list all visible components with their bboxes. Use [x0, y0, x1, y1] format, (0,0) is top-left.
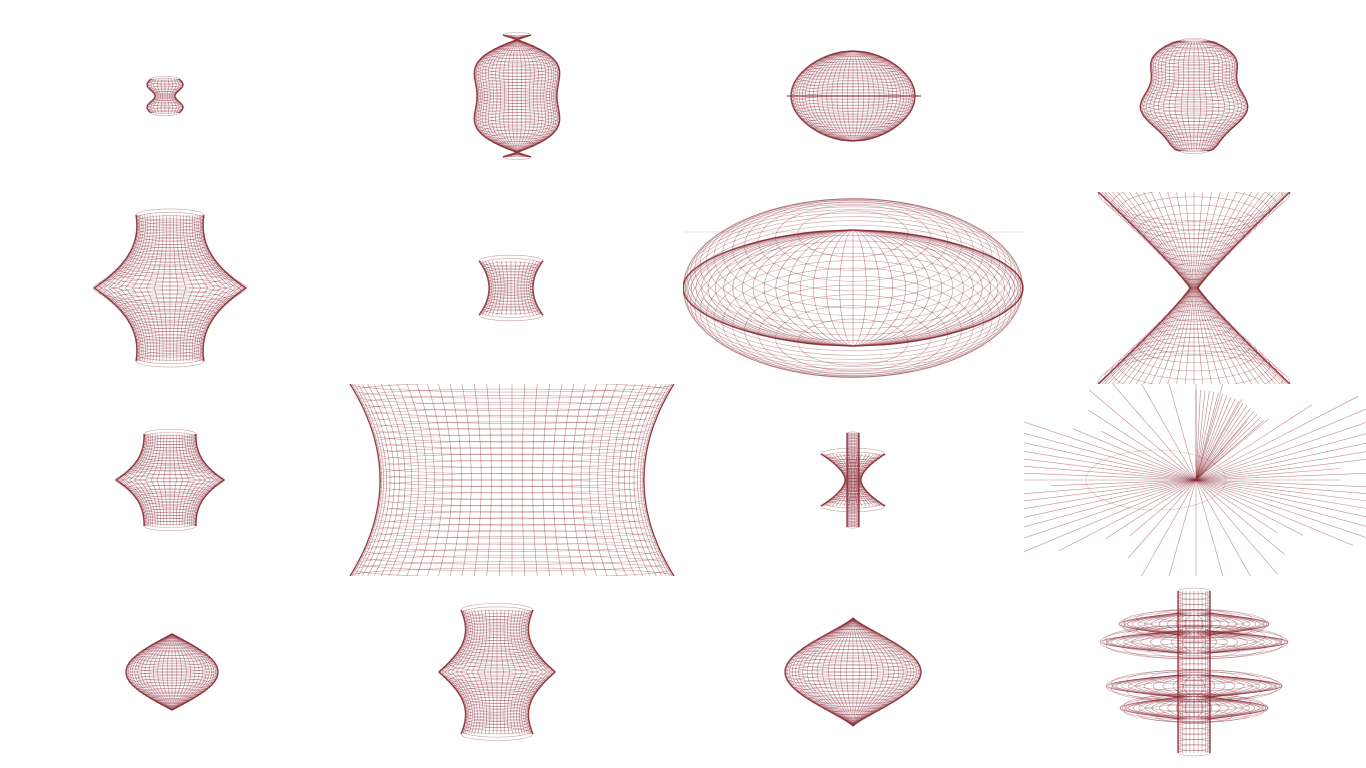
shape-15 [683, 576, 1024, 768]
shape-10 [341, 384, 683, 576]
shape-3 [683, 0, 1024, 192]
shape-4 [1024, 0, 1366, 192]
shape-14 [341, 576, 683, 768]
shape-13 [0, 576, 341, 768]
shape-1 [0, 0, 341, 192]
shape-5 [0, 192, 341, 384]
shape-2 [341, 0, 683, 192]
shape-9 [0, 384, 341, 576]
shape-11 [683, 384, 1024, 576]
shape-6 [341, 192, 683, 384]
shape-16 [1024, 576, 1366, 768]
shape-12 [1024, 384, 1366, 576]
shape-8 [1024, 192, 1366, 384]
shape-7 [683, 192, 1024, 384]
